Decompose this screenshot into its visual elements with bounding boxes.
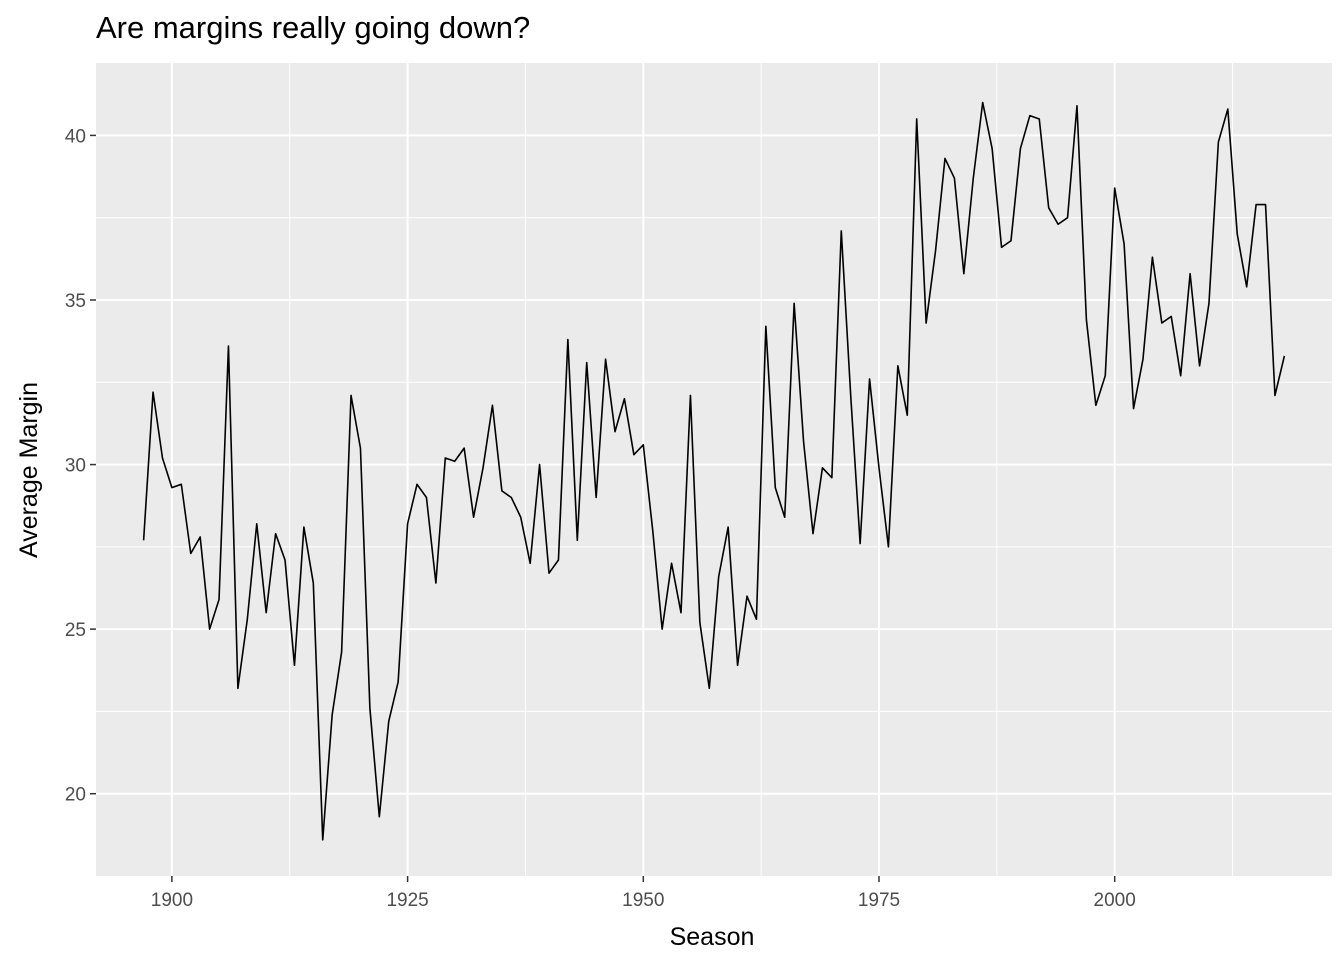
x-axis: 1900 1925 1950 1975 2000 (151, 876, 1136, 911)
y-tick-label: 35 (65, 291, 86, 312)
x-tick-label: 1950 (622, 890, 664, 911)
plot-panel (96, 63, 1332, 876)
series-layer (142, 101, 1286, 841)
y-axis: 20 25 30 35 40 (65, 126, 96, 806)
y-tick-label: 25 (65, 620, 86, 641)
x-tick-label: 1975 (858, 890, 900, 911)
y-tick-label: 40 (65, 126, 86, 147)
x-tick-label: 1925 (386, 890, 428, 911)
x-axis-title: Season (670, 923, 755, 951)
x-tick-label: 1900 (151, 890, 193, 911)
y-axis-title: Average Margin (15, 382, 43, 558)
y-tick-label: 30 (65, 456, 86, 477)
y-tick-label: 20 (65, 785, 86, 806)
x-tick-label: 2000 (1094, 890, 1136, 911)
major-gridlines (96, 63, 1332, 876)
chart-title: Are margins really going down? (96, 10, 531, 45)
series-line (142, 101, 1286, 841)
